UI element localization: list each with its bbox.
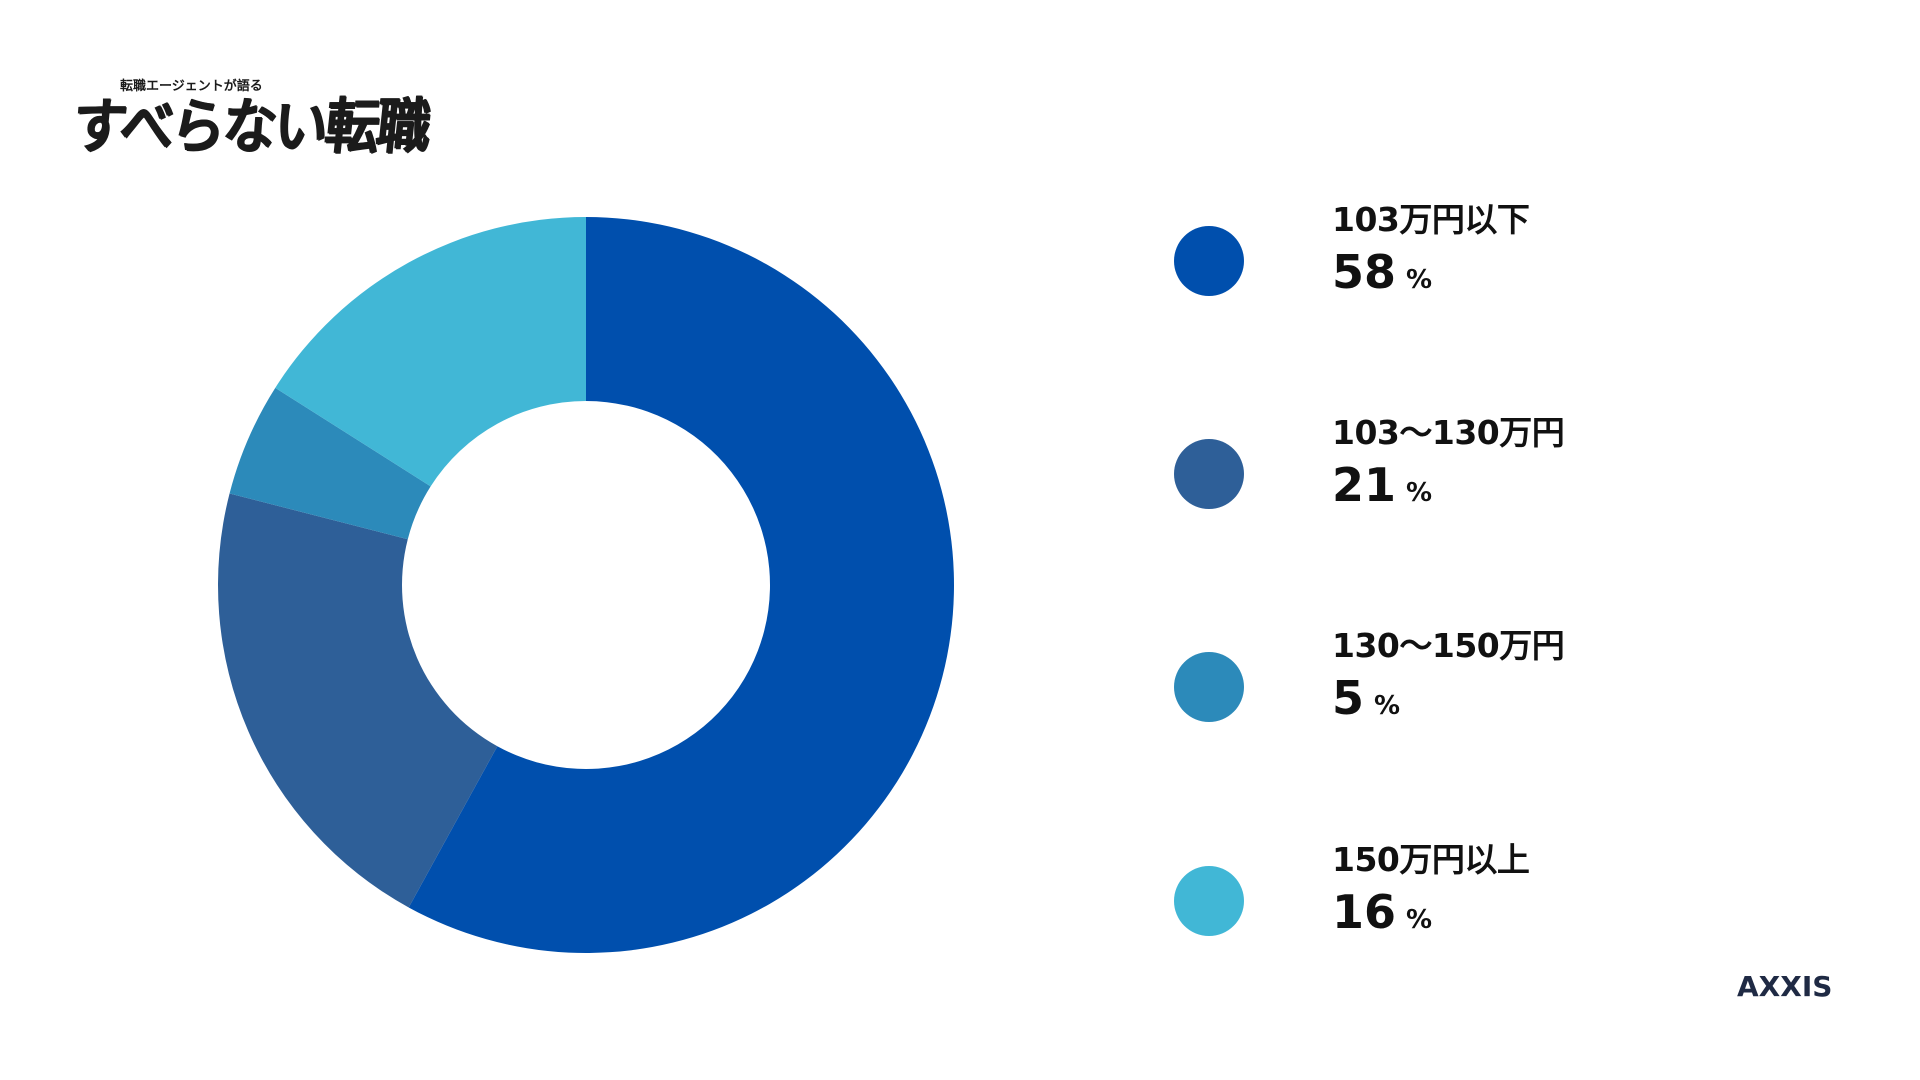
legend-swatch: [1174, 866, 1244, 936]
legend-label: 103〜130万円: [1332, 413, 1565, 452]
donut-slice-over-150: [275, 217, 586, 487]
legend-value-number: 5: [1332, 671, 1365, 725]
legend-value-unit: %: [1374, 691, 1401, 721]
legend-label: 103万円以下: [1332, 200, 1530, 239]
legend-value-number: 16: [1332, 885, 1397, 939]
legend-swatch: [1174, 226, 1244, 296]
legend-item-130-150: 130〜150万円 5%: [1160, 626, 1760, 781]
legend-label: 130〜150万円: [1332, 626, 1565, 665]
logo: 転職エージェントが語る すべらない転職: [69, 58, 468, 162]
legend-item-over-150: 150万円以上 16%: [1160, 840, 1760, 995]
legend-value-number: 58: [1332, 245, 1397, 299]
legend-value-unit: %: [1406, 478, 1433, 508]
legend-value: 21%: [1332, 458, 1432, 512]
donut-slice-under-103: [408, 217, 954, 954]
legend-value: 58%: [1332, 245, 1432, 299]
legend-value: 16%: [1332, 885, 1432, 939]
legend-item-103-130: 103〜130万円 21%: [1160, 413, 1760, 568]
legend-item-under-103: 103万円以下 58%: [1160, 200, 1760, 355]
chart-legend: 103万円以下 58% 103〜130万円 21% 130〜150万円 5% 150万円以上…: [1160, 0, 1760, 1000]
legend-value-unit: %: [1406, 905, 1433, 935]
axxis-logo: AXXIS: [1737, 970, 1833, 1003]
legend-label: 150万円以上: [1332, 840, 1530, 879]
donut-slice-130-150: [229, 387, 431, 540]
donut-slice-103-130: [218, 493, 498, 908]
legend-swatch: [1174, 652, 1244, 722]
legend-value: 5%: [1332, 671, 1400, 725]
legend-value-number: 21: [1332, 458, 1397, 512]
logo-subtitle: 転職エージェントが語る: [120, 79, 263, 94]
legend-value-unit: %: [1406, 265, 1433, 295]
legend-swatch: [1174, 439, 1244, 509]
